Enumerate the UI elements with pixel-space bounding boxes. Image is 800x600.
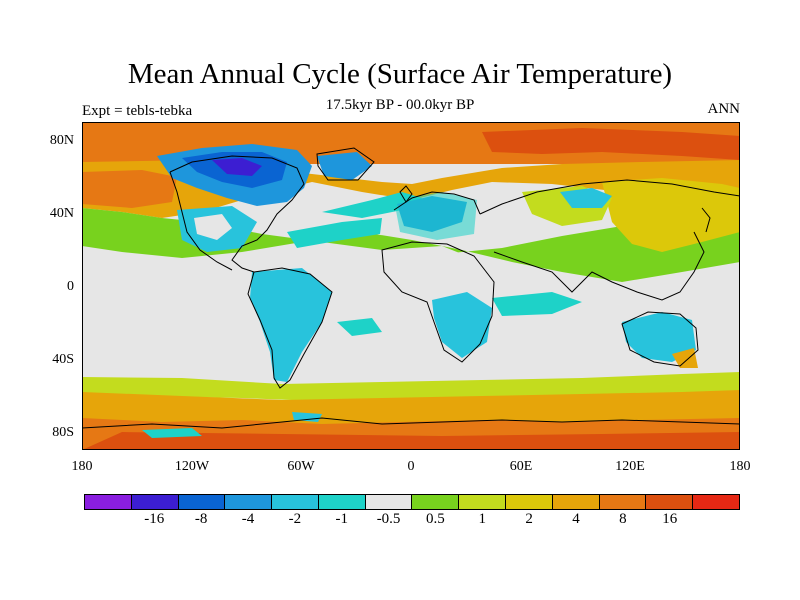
temperature-anomaly-map: [82, 122, 740, 450]
colorbar-label: 1: [478, 511, 487, 527]
coastlines: [82, 147, 740, 429]
n-america-south-neutral: [194, 214, 232, 240]
colorbar-swatch: [272, 495, 319, 509]
colorbar-swatch: [412, 495, 460, 509]
south-atlantic-cool: [337, 318, 382, 336]
north-subtropic-belt: [82, 208, 740, 282]
africa-cool: [432, 292, 492, 358]
africa-north-neutral: [382, 246, 492, 292]
y-tick-0: 0: [67, 279, 74, 294]
colorbar-swatch: [552, 495, 600, 509]
colorbar-swatch: [318, 495, 366, 509]
y-tick-80n: 80N: [49, 133, 74, 148]
laurentide-deep: [212, 158, 262, 176]
coast-asia: [479, 179, 740, 215]
colorbar-swatch: [599, 495, 647, 509]
colorbar-label: 0.5: [426, 511, 445, 527]
coast-uk: [399, 185, 413, 203]
atlantic-cool-1: [287, 218, 382, 248]
x-tick-0: 0: [407, 459, 415, 474]
colorbar-label: 8: [619, 511, 627, 527]
y-tick-80s: 80S: [52, 425, 74, 440]
colorbar-swatch: [365, 495, 413, 509]
colorbar-label: -4: [241, 511, 255, 527]
colorbar-label: -0.5: [376, 511, 401, 527]
x-tick-60w: 60W: [287, 459, 315, 474]
coast-south-america: [247, 267, 333, 389]
y-tick-40s: 40S: [52, 352, 74, 367]
coast-japan: [701, 207, 711, 233]
x-tick-120w: 120W: [174, 459, 210, 474]
colorbar-label: -2: [288, 511, 302, 527]
australia-cool: [622, 312, 696, 362]
coast-africa: [381, 241, 495, 363]
x-tick-180e: 180: [729, 459, 751, 474]
colorbar-swatch: [459, 495, 507, 509]
colorbar-label: -1: [335, 511, 348, 527]
weddell-cool: [292, 412, 322, 422]
east-asia-warm: [602, 178, 740, 252]
x-tick-60e: 60E: [509, 459, 533, 474]
coast-north-america-west: [169, 171, 233, 271]
map-frame: [82, 122, 740, 450]
colorbar-label: 16: [662, 511, 678, 527]
eurasia-warm-core: [482, 128, 740, 160]
south-america-cool: [250, 268, 332, 382]
colorbar-swatch: [178, 495, 226, 509]
coast-greenland: [316, 147, 375, 181]
experiment-label: Expt = tebls-tebka: [82, 103, 193, 119]
australia-warm-edge: [672, 348, 698, 368]
indian-ocean-cool: [492, 292, 582, 316]
colorbar-swatch: [506, 495, 553, 509]
colorbar-swatch: [131, 495, 179, 509]
season-label: ANN: [707, 101, 741, 117]
coast-north-america: [169, 155, 305, 273]
colorbar-swatch: [693, 495, 739, 509]
europe-cool-edge: [394, 192, 477, 240]
coast-australia: [621, 311, 699, 367]
colorbar-swatch: [85, 495, 132, 509]
antarctic-core: [82, 432, 740, 450]
colorbar-label: 4: [572, 511, 580, 527]
coast-antarctica: [82, 417, 740, 429]
y-tick-40n: 40N: [49, 206, 74, 221]
coast-south-asia: [493, 231, 705, 301]
colorbar-swatch: [225, 495, 273, 509]
colorbar-label: -16: [144, 511, 165, 527]
atlantic-cool-2: [322, 192, 422, 218]
x-tick-120e: 120E: [615, 459, 645, 474]
colorbar-swatch: [646, 495, 694, 509]
x-tick-180w: 180: [71, 459, 93, 474]
antarctic-cool-patch: [142, 428, 202, 438]
coast-europe: [393, 191, 481, 215]
period-label: 17.5kyr BP - 00.0kyr BP: [325, 97, 475, 113]
tibet-cool: [560, 188, 612, 208]
north-pacific-warm: [82, 170, 177, 208]
colorbar-label: -8: [194, 511, 208, 527]
chart-title: Mean Annual Cycle (Surface Air Temperatu…: [127, 58, 673, 90]
colorbar: [84, 494, 740, 510]
greenland-cold: [317, 152, 372, 180]
colorbar-label: 2: [525, 511, 533, 527]
